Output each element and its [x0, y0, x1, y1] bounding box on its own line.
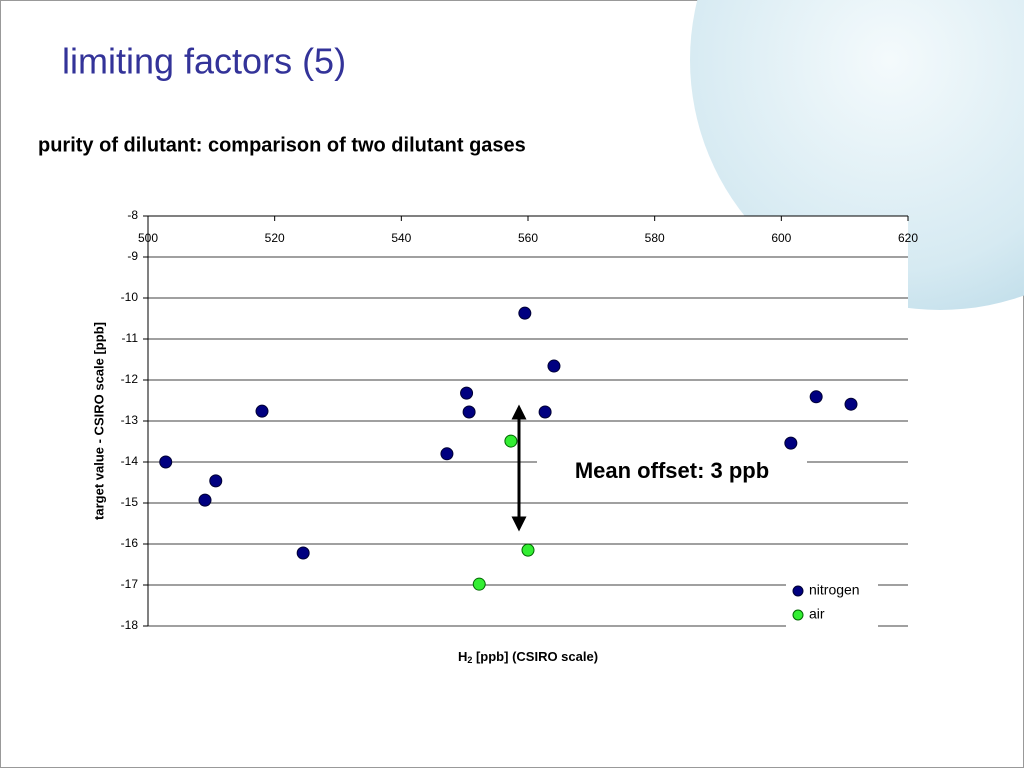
- legend-box: [786, 578, 878, 628]
- legend-label: air: [809, 606, 825, 622]
- x-tick-label: 560: [518, 231, 538, 245]
- point: [784, 436, 798, 450]
- point: [209, 474, 223, 488]
- x-label-sub: 2: [467, 655, 472, 665]
- x-label-main: H: [458, 649, 467, 664]
- y-tick-label: -9: [127, 249, 138, 263]
- slide-title: limiting factors (5): [62, 41, 346, 82]
- legend-label: nitrogen: [809, 582, 860, 598]
- point: [547, 359, 561, 373]
- point: [521, 543, 535, 557]
- y-tick-label: -10: [121, 290, 139, 304]
- point: [518, 306, 532, 320]
- x-tick-label: 600: [771, 231, 791, 245]
- x-label-rest: [ppb] (CSIRO scale): [472, 649, 598, 664]
- y-tick-label: -11: [122, 331, 139, 345]
- y-tick-label: -17: [121, 577, 139, 591]
- y-tick-label: -8: [127, 208, 138, 222]
- annotation: Mean offset: 3 ppb: [575, 458, 769, 483]
- x-tick-label: 540: [391, 231, 411, 245]
- y-tick-label: -16: [121, 536, 139, 550]
- y-tick-label: -13: [121, 413, 139, 427]
- point: [440, 447, 454, 461]
- point: [198, 493, 212, 507]
- x-axis-label: H2 [ppb] (CSIRO scale): [458, 649, 598, 665]
- y-tick-label: -12: [121, 372, 139, 386]
- point: [504, 434, 518, 448]
- subtitle: purity of dilutant: comparison of two di…: [38, 134, 526, 156]
- x-tick-label: 580: [645, 231, 665, 245]
- point: [472, 577, 486, 591]
- legend-marker: [792, 585, 804, 597]
- point: [538, 405, 552, 419]
- y-tick-label: -15: [121, 495, 139, 509]
- point: [462, 405, 476, 419]
- point: [255, 404, 269, 418]
- point: [296, 546, 310, 560]
- point: [844, 397, 858, 411]
- legend-marker: [792, 609, 804, 621]
- x-tick-label: 620: [898, 231, 918, 245]
- y-tick-label: -14: [121, 454, 139, 468]
- x-tick-label: 520: [265, 231, 285, 245]
- y-axis-label: target value - CSIRO scale [ppb]: [91, 322, 106, 520]
- annotation-box: [537, 452, 807, 492]
- point: [460, 386, 474, 400]
- point: [159, 455, 173, 469]
- x-tick-label: 500: [138, 231, 158, 245]
- y-tick-label: -18: [121, 618, 139, 632]
- point: [809, 390, 823, 404]
